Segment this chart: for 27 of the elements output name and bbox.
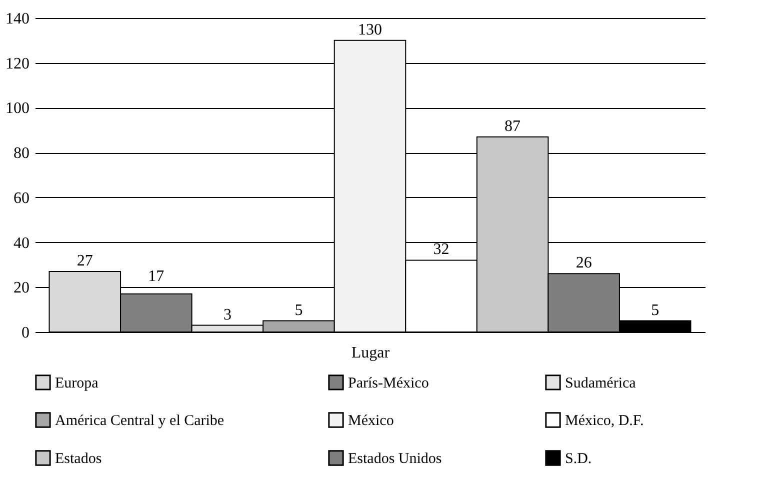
y-tick-label: 120 — [6, 55, 30, 72]
legend-label: México — [348, 413, 394, 429]
legend-label: Estados — [55, 451, 102, 467]
data-label: 5 — [294, 302, 303, 319]
legend-label: Sudamérica — [565, 375, 636, 392]
y-tick-label: 140 — [6, 10, 30, 28]
legend-label: México, D.F. — [565, 413, 644, 429]
x-axis-title: Lugar — [351, 344, 390, 362]
y-tick-label: 60 — [14, 190, 30, 207]
data-label: 26 — [576, 254, 592, 272]
data-label: 27 — [76, 252, 93, 270]
data-label: 32 — [433, 241, 450, 258]
y-tick-label: 80 — [14, 145, 30, 162]
legend-label: Europa — [55, 375, 99, 392]
data-label: 87 — [504, 118, 521, 135]
y-tick-label: 40 — [14, 234, 30, 252]
y-tick-label: 100 — [6, 100, 30, 118]
data-label: 17 — [148, 268, 164, 286]
legend-label: París-México — [348, 375, 429, 392]
y-tick-label: 0 — [22, 324, 30, 342]
legend-label: América Central y el Caribe — [55, 413, 224, 429]
data-label: 3 — [223, 306, 232, 324]
y-tick-label: 20 — [14, 280, 30, 297]
legend-label: Estados Unidos — [348, 451, 442, 467]
data-label: 130 — [358, 21, 382, 38]
data-label: 5 — [651, 302, 660, 319]
legend-label: S.D. — [565, 451, 592, 467]
